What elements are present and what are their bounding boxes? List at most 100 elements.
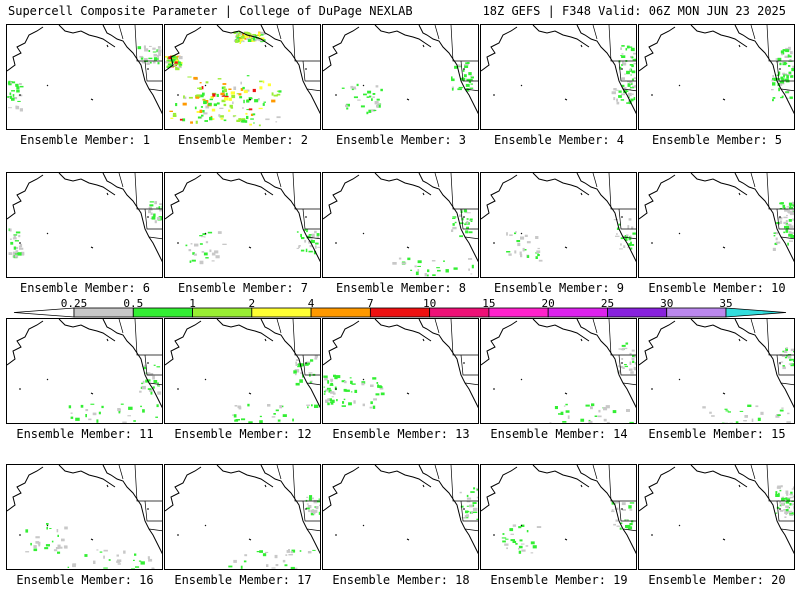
scp-cell [200, 106, 203, 108]
scp-cell [374, 101, 378, 105]
scp-cell [199, 109, 203, 113]
scp-cell [363, 93, 367, 96]
scp-cell [783, 350, 788, 353]
scp-cell [162, 207, 163, 210]
scp-cell [243, 560, 247, 563]
islands [177, 192, 307, 249]
scp-cell [182, 102, 187, 106]
islands [335, 192, 465, 249]
political-borders [750, 319, 794, 386]
scp-cell [232, 115, 237, 117]
scp-cell [237, 33, 240, 36]
scp-cell [392, 262, 397, 265]
scp-cell [273, 94, 278, 97]
scp-cell [792, 210, 794, 212]
scp-cell [224, 97, 229, 101]
scp-cell [8, 228, 11, 232]
scp-cell [630, 82, 633, 85]
scp-cell [229, 104, 233, 108]
scp-cell [25, 529, 29, 533]
colorbar-tick-label: 30 [660, 297, 674, 310]
scp-cell [151, 216, 156, 220]
scp-cell [159, 208, 162, 212]
scp-cell [318, 498, 320, 500]
scp-cell [237, 38, 239, 40]
scp-cell [17, 252, 22, 256]
scp-cell [473, 487, 476, 490]
ensemble-map-panel [322, 464, 479, 570]
scp-cell [192, 252, 195, 255]
scp-cell [53, 549, 58, 552]
scp-cell [417, 269, 420, 272]
ensemble-map [323, 25, 478, 115]
ensemble-map [481, 173, 636, 263]
scp-cell [188, 249, 192, 252]
scp-cell [342, 405, 346, 407]
scp-cell [634, 84, 636, 88]
scp-cell [316, 233, 320, 236]
scp-cell [783, 509, 788, 511]
scp-cell [506, 232, 508, 236]
scp-cell [158, 52, 162, 57]
scp-cell [306, 404, 310, 406]
scp-cell [276, 422, 281, 423]
scp-cell [325, 399, 329, 403]
scp-shading [7, 45, 162, 112]
scp-cell [33, 548, 38, 552]
scp-cell [317, 246, 320, 248]
scp-cell [327, 402, 330, 406]
scp-cell [786, 97, 789, 100]
scp-cell [342, 401, 345, 404]
scp-cell [772, 82, 776, 86]
scp-cell [137, 46, 142, 50]
scp-cell [300, 233, 302, 238]
scp-cell [452, 216, 457, 218]
scp-cell [16, 89, 20, 93]
scp-cell [346, 107, 349, 110]
scp-cell [38, 543, 41, 547]
scp-cell [776, 80, 781, 82]
scp-cell [90, 403, 95, 405]
scp-cell [781, 497, 785, 501]
scp-cell [789, 59, 792, 61]
scp-cell [787, 412, 790, 415]
scp-cell [785, 229, 789, 233]
scp-cell [415, 271, 419, 276]
scp-cell [783, 221, 787, 225]
scp-cell [313, 250, 317, 255]
scp-cell [209, 98, 213, 101]
scp-cell [414, 265, 417, 268]
scp-cell [512, 524, 517, 527]
ensemble-map-panel [638, 318, 795, 424]
scp-cell [775, 237, 778, 241]
political-borders [118, 173, 162, 240]
scp-cell [233, 414, 237, 418]
scp-cell [276, 93, 281, 96]
scp-cell [785, 91, 790, 93]
scp-cell [145, 379, 149, 383]
scp-cell [319, 504, 320, 507]
scp-cell [463, 74, 467, 78]
scp-cell [178, 65, 182, 68]
scp-cell [247, 32, 251, 36]
scp-cell [502, 540, 506, 543]
scp-cell [774, 232, 779, 235]
alaska-coastline [216, 465, 274, 488]
scp-cell [70, 412, 73, 414]
alaska-coastline [58, 25, 116, 48]
scp-cell [451, 76, 453, 80]
scp-cell [56, 529, 59, 533]
scp-cell [776, 241, 781, 244]
scp-cell [613, 501, 618, 504]
scp-shading [165, 31, 282, 127]
scp-cell [330, 383, 333, 385]
scp-cell [141, 385, 146, 390]
scp-cell [630, 241, 632, 245]
scp-cell [218, 114, 221, 117]
scp-cell [633, 366, 636, 371]
scp-cell [290, 551, 294, 554]
scp-cell [619, 527, 622, 530]
scp-cell [172, 112, 177, 115]
scp-cell [140, 405, 142, 408]
scp-cell [19, 83, 22, 85]
